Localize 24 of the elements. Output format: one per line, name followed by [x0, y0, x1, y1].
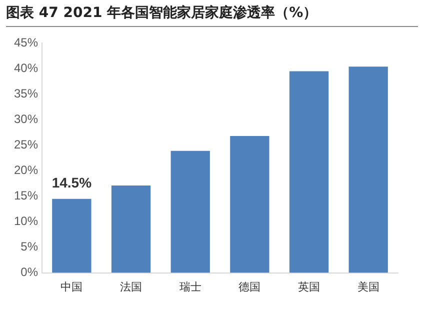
y-tick-label: 10%	[14, 214, 38, 228]
data-label: 14.5%	[52, 174, 92, 191]
bar	[348, 66, 388, 273]
x-tick-label: 瑞士	[179, 280, 202, 294]
x-tick-label: 中国	[60, 280, 83, 294]
chart-title: 图表 47 2021 年各国智能家居家庭渗透率（%）	[6, 4, 418, 27]
x-tick-label: 美国	[357, 280, 380, 294]
bar	[111, 186, 151, 273]
bar	[170, 150, 210, 273]
bar	[52, 198, 92, 273]
y-tick-label: 35%	[14, 86, 38, 101]
y-tick-label: 45%	[14, 36, 38, 50]
y-tick-label: 5%	[20, 240, 38, 254]
y-tick-label: 20%	[14, 163, 38, 178]
bar	[230, 136, 270, 273]
bar	[289, 71, 329, 273]
y-tick-label: 15%	[14, 188, 38, 203]
y-tick-label: 30%	[14, 112, 38, 126]
y-tick-label: 40%	[14, 61, 38, 76]
x-tick-label: 法国	[120, 280, 142, 294]
y-tick-label: 25%	[14, 138, 38, 152]
x-tick-label: 德国	[238, 280, 261, 294]
y-tick-label: 0%	[20, 265, 38, 280]
x-tick-label: 英国	[298, 280, 320, 294]
